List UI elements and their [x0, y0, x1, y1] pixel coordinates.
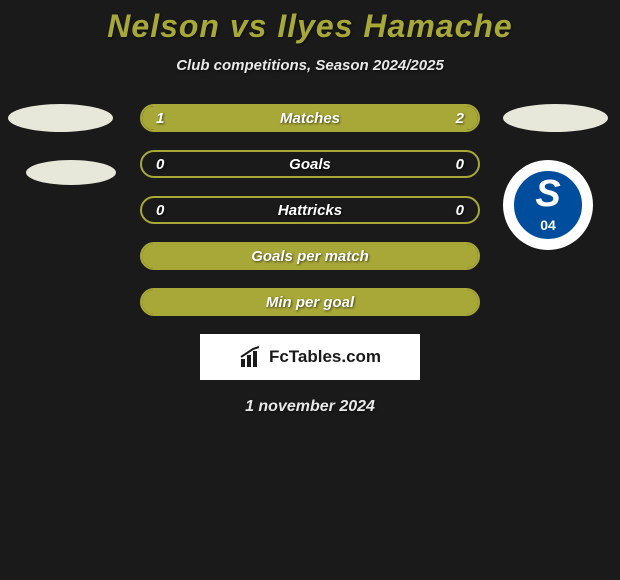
stat-left-value: 0 — [156, 156, 164, 173]
club-badge-placeholder — [503, 104, 608, 132]
stat-row-hattricks: 0 Hattricks 0 — [140, 196, 480, 224]
stat-right-value: 0 — [456, 156, 464, 173]
stat-label: Hattricks — [278, 202, 342, 219]
page-title: Nelson vs Ilyes Hamache — [0, 8, 620, 45]
schalke-logo: S 04 — [503, 160, 593, 250]
stat-row-min-per-goal: Min per goal — [140, 288, 480, 316]
left-player-badges — [8, 104, 116, 185]
stat-label: Matches — [280, 110, 340, 127]
stat-label: Goals per match — [251, 248, 369, 265]
chart-icon — [239, 345, 263, 369]
stat-row-goals: 0 Goals 0 — [140, 150, 480, 178]
watermark-text: FcTables.com — [269, 347, 381, 367]
schalke-04-glyph: 04 — [540, 217, 556, 233]
infographic-container: Nelson vs Ilyes Hamache Club competition… — [0, 0, 620, 416]
content-area: S 04 1 Matches 2 0 Goals 0 0 Hattricks — [0, 104, 620, 416]
watermark: FcTables.com — [200, 334, 420, 380]
stat-row-matches: 1 Matches 2 — [140, 104, 480, 132]
stat-row-goals-per-match: Goals per match — [140, 242, 480, 270]
stat-right-value: 2 — [456, 110, 464, 127]
club-badge-placeholder — [8, 104, 113, 132]
stat-label: Goals — [289, 156, 331, 173]
stat-left-value: 1 — [156, 110, 164, 127]
schalke-logo-inner: S 04 — [510, 167, 586, 243]
date-label: 1 november 2024 — [0, 398, 620, 416]
stat-rows: 1 Matches 2 0 Goals 0 0 Hattricks 0 Goal… — [140, 104, 480, 316]
page-subtitle: Club competitions, Season 2024/2025 — [0, 57, 620, 74]
stat-left-value: 0 — [156, 202, 164, 219]
club-badge-placeholder — [26, 160, 116, 185]
stat-label: Min per goal — [266, 294, 354, 311]
right-player-badges: S 04 — [503, 104, 608, 250]
schalke-s-glyph: S — [535, 173, 560, 216]
stat-right-value: 0 — [456, 202, 464, 219]
